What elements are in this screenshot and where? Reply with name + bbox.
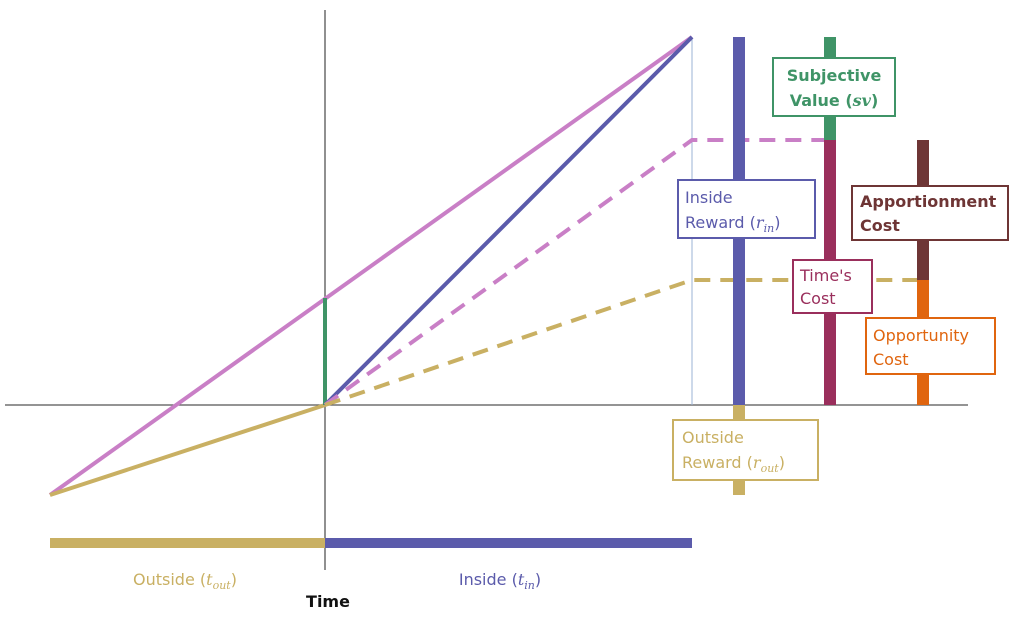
subjective-value-label: Subjective Value (sv) [772, 57, 896, 117]
label-text: Value (sv) [790, 91, 879, 110]
label-box [672, 419, 819, 481]
outside-time-label: Outside (tout) [133, 570, 237, 592]
label-text: Subjective [787, 66, 882, 85]
label-text: Apportionment [860, 192, 997, 211]
gold-line [49, 403, 326, 497]
blue-line [323, 35, 694, 407]
label-text: Reward (rout) [682, 453, 785, 475]
label-text: Time's [799, 266, 852, 285]
pink-dashed [323, 138, 828, 407]
opportunity-label: Opportunity Cost [865, 317, 996, 375]
label-text: Reward (rin) [685, 213, 780, 235]
label-text: Outside [682, 428, 744, 447]
label-box [677, 179, 816, 239]
label-box [792, 259, 873, 314]
label-box [865, 317, 996, 375]
label-text: Cost [860, 216, 900, 235]
axis-label: Time [306, 592, 350, 611]
label-text: Inside [685, 188, 733, 207]
inside-reward-label: Inside Reward (rin) [677, 179, 816, 239]
label-text: Cost [800, 289, 836, 308]
times-cost-label: Time's Cost [792, 259, 873, 314]
inside-time-label: Inside (tin) [459, 570, 541, 592]
label-box [772, 57, 896, 117]
label-text: Cost [873, 350, 909, 369]
pink-line [48, 35, 694, 497]
apportionment-label: Apportionment Cost [851, 185, 1009, 241]
label-box [851, 185, 1009, 241]
label-text: Opportunity [873, 326, 969, 345]
axes [5, 10, 968, 570]
outside-reward-label: Outside Reward (rout) [672, 419, 819, 481]
